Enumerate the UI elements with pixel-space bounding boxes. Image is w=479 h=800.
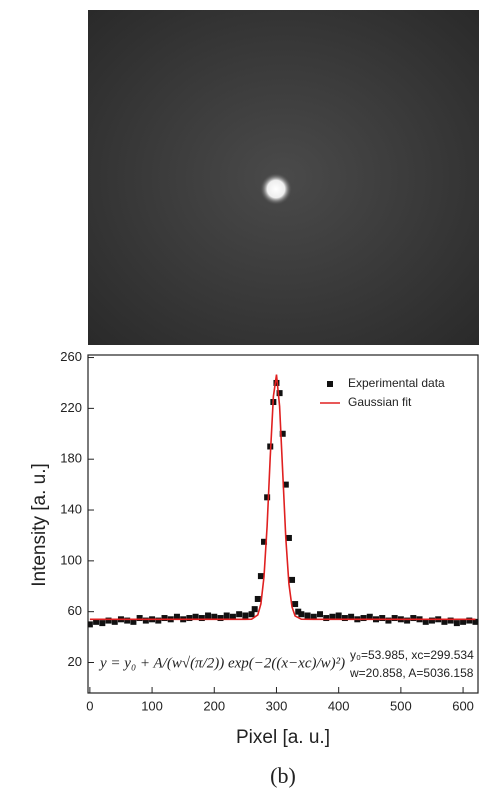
y-axis-label: Intensity [a. u.] xyxy=(29,463,50,587)
data-point xyxy=(391,615,398,622)
y-tick-label: 180 xyxy=(60,451,82,466)
data-point xyxy=(229,613,236,620)
data-point xyxy=(211,613,218,620)
data-point xyxy=(242,612,249,619)
data-point xyxy=(130,618,137,625)
data-point xyxy=(441,618,448,625)
data-point xyxy=(460,618,467,625)
data-point xyxy=(155,617,162,624)
data-point xyxy=(285,534,292,541)
data-point xyxy=(472,618,478,625)
data-point xyxy=(276,390,283,397)
data-point xyxy=(410,615,417,622)
x-tick-label: 600 xyxy=(452,698,474,713)
data-point xyxy=(99,620,106,627)
data-point xyxy=(223,612,230,619)
data-point xyxy=(105,617,112,624)
x-tick-label: 400 xyxy=(328,698,350,713)
fit-params: w=20.858, A=5036.158 xyxy=(349,666,474,680)
y-tick-label: 100 xyxy=(60,552,82,567)
x-tick-label: 100 xyxy=(141,698,163,713)
data-point xyxy=(295,608,302,615)
y-tick-label: 260 xyxy=(60,349,82,364)
data-point xyxy=(310,613,317,620)
data-point xyxy=(360,615,367,622)
beam-spot xyxy=(260,173,292,205)
data-point xyxy=(379,615,386,622)
data-point xyxy=(205,612,212,619)
data-point xyxy=(453,620,460,627)
data-point xyxy=(186,615,193,622)
data-point xyxy=(466,617,473,624)
data-point xyxy=(254,595,261,602)
legend-label: Experimental data xyxy=(348,376,445,390)
x-tick-label: 0 xyxy=(86,698,93,713)
x-tick-label: 200 xyxy=(203,698,225,713)
data-point xyxy=(261,538,268,545)
data-point xyxy=(88,621,93,628)
x-axis-label: Pixel [a. u.] xyxy=(236,727,330,748)
data-point xyxy=(198,615,205,622)
caption: (b) xyxy=(270,763,296,788)
fit-formula: y = y₀ + A/(w√(π/2)) exp(−2((x−xc)/w)²) xyxy=(98,655,345,671)
data-point xyxy=(93,618,100,625)
data-point xyxy=(264,494,271,501)
data-point xyxy=(251,606,258,613)
data-point xyxy=(111,618,118,625)
data-point xyxy=(173,613,180,620)
y-tick-label: 140 xyxy=(60,501,82,516)
data-point xyxy=(329,613,336,620)
data-point xyxy=(304,612,311,619)
data-point xyxy=(136,615,143,622)
plot-frame xyxy=(87,354,479,694)
data-point xyxy=(161,615,168,622)
data-point xyxy=(341,615,348,622)
data-point xyxy=(248,611,255,618)
data-point xyxy=(279,430,286,437)
data-point xyxy=(282,481,289,488)
data-point xyxy=(385,617,392,624)
data-point xyxy=(142,617,149,624)
data-point xyxy=(292,601,299,608)
data-point xyxy=(124,617,131,624)
y-tick-label: 20 xyxy=(68,654,82,669)
data-point xyxy=(323,615,330,622)
data-point xyxy=(335,612,342,619)
fit-line xyxy=(89,374,476,621)
data-point xyxy=(348,613,355,620)
data-point xyxy=(422,618,429,625)
x-tick-label: 500 xyxy=(390,698,412,713)
data-point xyxy=(317,611,324,618)
data-point xyxy=(289,576,296,583)
data-point xyxy=(192,613,199,620)
data-point xyxy=(447,617,454,624)
data-point xyxy=(428,617,435,624)
data-point xyxy=(366,613,373,620)
data-point xyxy=(257,573,264,580)
data-point xyxy=(236,611,243,618)
data-point xyxy=(217,615,224,622)
plot: 20 60 100 140 180 220 260 0 100 200 300 400 500 600 Ex… xyxy=(60,349,479,713)
data-point xyxy=(404,617,411,624)
y-tick-label: 60 xyxy=(68,603,82,618)
data-point xyxy=(298,611,305,618)
data-point xyxy=(273,379,280,386)
legend-swatch xyxy=(327,381,333,387)
fit-params: y₀=53.985, xc=299.534 xyxy=(350,648,474,662)
y-tick-label: 220 xyxy=(60,400,82,415)
legend-label: Gaussian fit xyxy=(348,395,412,409)
x-tick-label: 300 xyxy=(266,698,288,713)
